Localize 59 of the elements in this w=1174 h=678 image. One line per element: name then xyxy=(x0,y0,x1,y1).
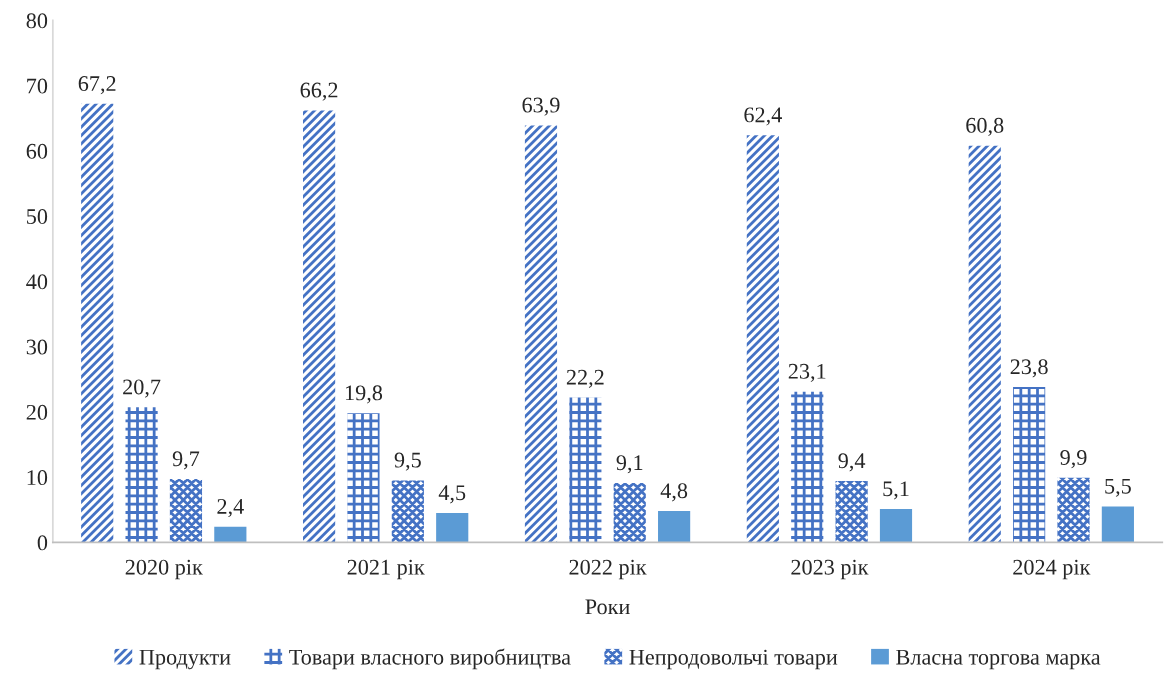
data-label: 5,1 xyxy=(883,481,909,500)
y-tick-label: 20 xyxy=(26,404,48,420)
x-tick-label: 2023 рік xyxy=(791,559,869,580)
y-tick-label: 10 xyxy=(27,470,48,486)
bar xyxy=(436,513,469,543)
bar xyxy=(169,479,203,543)
bar xyxy=(81,103,114,543)
bar xyxy=(968,145,1001,543)
y-tick-label: 30 xyxy=(26,339,48,355)
x-axis-title: Роки xyxy=(585,599,630,615)
bar xyxy=(303,110,336,543)
y-tick-label: 70 xyxy=(27,78,48,94)
data-label: 23,8 xyxy=(1010,359,1048,378)
data-label: 22,2 xyxy=(566,369,604,388)
bar xyxy=(658,511,691,543)
data-label: 67,2 xyxy=(78,76,116,95)
data-label: 60,8 xyxy=(966,117,1004,136)
bar xyxy=(125,407,158,543)
legend-label: Власна торгова марка xyxy=(896,649,1101,670)
bar xyxy=(214,526,247,543)
y-tick-label: 40 xyxy=(26,274,48,290)
x-tick-label: 2021 рік xyxy=(347,559,425,580)
data-label: 9,4 xyxy=(838,453,866,472)
data-label: 4,8 xyxy=(660,483,688,502)
x-tick-label: 2022 рік xyxy=(569,559,647,580)
data-label: 19,8 xyxy=(345,385,383,404)
data-label: 9,7 xyxy=(172,451,200,470)
y-tick-label: 80 xyxy=(26,13,48,29)
bar xyxy=(569,397,602,543)
data-label: 9,5 xyxy=(394,452,421,471)
x-tick-label: 2020 рік xyxy=(125,559,203,580)
data-label: 63,9 xyxy=(522,97,560,116)
data-label: 9,1 xyxy=(616,455,643,474)
x-tick-label: 2024 рік xyxy=(1013,559,1091,580)
bar xyxy=(835,481,868,543)
data-label: 20,7 xyxy=(123,379,161,398)
legend-label: Продукти xyxy=(139,649,231,670)
legend-label: Товари власного виробництва xyxy=(289,648,571,670)
bar xyxy=(1101,506,1134,543)
bar xyxy=(1057,477,1090,543)
data-label: 4,5 xyxy=(438,485,466,504)
data-label: 9,9 xyxy=(1060,450,1087,469)
legend-label: Непродовольчі товари xyxy=(629,649,838,670)
data-label: 2,4 xyxy=(217,498,244,518)
y-tick-label: 0 xyxy=(37,535,48,551)
data-label: 62,4 xyxy=(744,107,782,126)
bar xyxy=(347,413,380,543)
y-tick-label: 60 xyxy=(26,143,48,159)
y-tick-label: 50 xyxy=(27,209,48,225)
data-label: 5,5 xyxy=(1105,478,1131,497)
data-label: 23,1 xyxy=(788,363,826,383)
bar xyxy=(524,125,558,543)
bar xyxy=(791,391,824,543)
bar xyxy=(1013,387,1046,543)
bar xyxy=(746,135,779,543)
bar xyxy=(613,483,646,543)
bar xyxy=(879,509,913,543)
bar xyxy=(391,480,424,543)
data-label: 66,2 xyxy=(300,82,338,101)
